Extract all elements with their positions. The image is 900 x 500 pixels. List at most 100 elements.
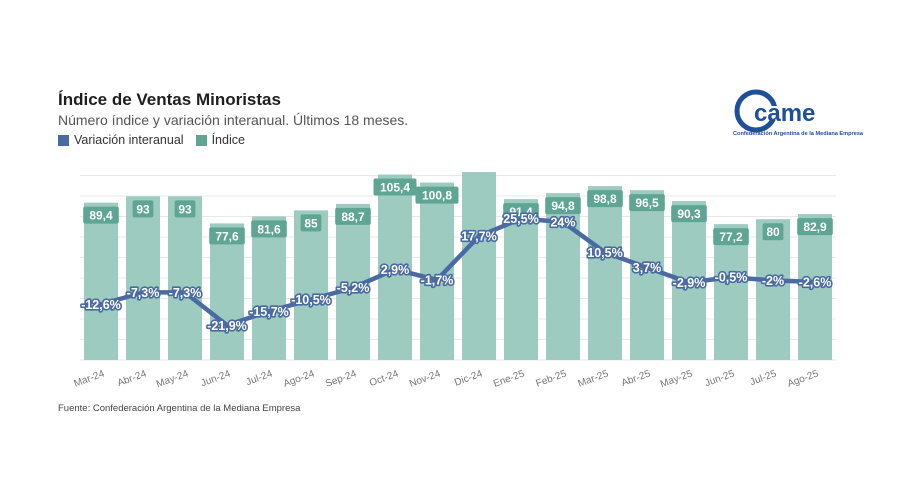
chart-title: Índice de Ventas Minoristas — [58, 90, 281, 109]
bar-value-label: 105,4 — [380, 180, 410, 194]
line-point — [182, 289, 188, 295]
line-value-label: -12,6% — [81, 298, 121, 312]
line-point — [686, 280, 692, 286]
bar-value-label: 93 — [178, 202, 192, 216]
line-value-label: 10,5% — [587, 246, 622, 260]
logo-wordmark: came — [754, 100, 815, 127]
legend-label-line: Variación interanual — [74, 133, 184, 147]
x-tick-label: Jun-24 — [200, 368, 233, 389]
bar-label-bg — [83, 206, 119, 224]
x-tick-label: Ene-25 — [492, 368, 526, 390]
bar-label-bg — [671, 205, 707, 223]
came-logo: came — [734, 89, 828, 133]
line-value-label: -0,5% — [715, 271, 748, 285]
x-tick-label: May-25 — [659, 368, 695, 390]
x-tick-label: Mar-25 — [576, 368, 610, 389]
bar-value-label: 88,7 — [341, 210, 365, 224]
bar-label-bg — [300, 214, 322, 232]
line-value-label: -15,7% — [249, 305, 289, 319]
legend-swatch-line — [58, 134, 69, 146]
bar-value-label: 85 — [304, 216, 318, 230]
bar — [294, 210, 328, 360]
line-point — [392, 266, 398, 272]
bar-label-bg — [587, 190, 623, 208]
line-value-label: 17,7% — [461, 230, 496, 244]
bar-label-bg — [415, 186, 459, 204]
bar-label-bg — [545, 197, 581, 215]
line-value-label: -1,7% — [421, 273, 454, 287]
bar-label-bg — [132, 200, 154, 218]
line-point — [770, 278, 776, 283]
x-tick-label: May-24 — [155, 368, 191, 390]
legend-item-bar: Índice — [195, 133, 245, 147]
x-tick-label: Nov-24 — [408, 368, 442, 390]
bar — [462, 172, 496, 360]
line-value-label: -2,9% — [673, 276, 706, 290]
bar — [210, 223, 244, 360]
line-value-label: 25,5% — [503, 212, 538, 226]
bar-label-bg — [797, 218, 833, 236]
bar-label-bg — [251, 220, 287, 238]
bar — [420, 182, 454, 360]
bar-label-bg — [209, 227, 245, 245]
line-value-label: -2,6% — [799, 275, 832, 289]
line-value-label: 24% — [550, 216, 575, 230]
bar-label-bg — [713, 228, 749, 246]
bar-value-label: 96,5 — [635, 196, 659, 210]
bar-value-label: 81,6 — [257, 222, 281, 236]
bar-label-bg — [503, 203, 539, 221]
x-tick-label: Abr-24 — [116, 368, 148, 389]
bar-value-label: 77,6 — [215, 229, 239, 243]
bar-label-bg — [629, 194, 665, 212]
bar-label-bg — [174, 200, 196, 218]
bar-value-label: 91,4 — [509, 205, 533, 219]
bar-label-bg — [762, 223, 784, 241]
bar — [714, 224, 748, 360]
line-value-label: -10,5% — [291, 293, 331, 307]
line-point — [308, 297, 314, 303]
bar-value-label: 94,8 — [551, 199, 575, 213]
x-tick-label: Sep-24 — [324, 368, 358, 390]
bar-value-label: 80 — [766, 225, 780, 239]
legend-label-bar: Índice — [211, 133, 245, 147]
bar — [168, 196, 202, 360]
bar — [504, 199, 538, 360]
bar-value-label: 100,8 — [422, 189, 452, 203]
x-tick-label: Dic-24 — [453, 368, 484, 388]
bar — [798, 214, 832, 360]
x-tick-label: Ago-24 — [282, 368, 316, 390]
bar-value-label: 93 — [136, 202, 150, 216]
x-tick-label: Mar-24 — [72, 368, 106, 389]
line-value-label: -7,3% — [169, 286, 202, 300]
line-value-label: -5,2% — [337, 281, 370, 295]
bar-value-label: 90,3 — [677, 207, 701, 221]
line-value-label: -2% — [762, 274, 784, 288]
line-point — [140, 289, 146, 295]
x-tick-label: Ago-25 — [786, 368, 820, 390]
bar — [756, 219, 790, 360]
chart-source: Fuente: Confederación Argentina de la Me… — [58, 403, 301, 414]
line-point — [476, 233, 482, 239]
line-point — [644, 265, 650, 271]
line-point — [602, 249, 608, 255]
line-value-label: 3,7% — [633, 261, 662, 275]
bar-value-label: 98,8 — [593, 192, 617, 206]
bar-value-label: 89,4 — [89, 209, 113, 223]
x-tick-label: Jun-25 — [704, 368, 737, 389]
bar — [630, 190, 664, 360]
x-tick-label: Oct-24 — [368, 368, 400, 389]
line-series — [98, 216, 818, 328]
x-tick-label: Jul-24 — [245, 368, 275, 388]
line-point — [518, 216, 524, 222]
bar — [252, 216, 286, 360]
line-point — [560, 219, 566, 225]
legend-swatch-bar — [195, 134, 207, 146]
legend: Variación interanual Índice — [58, 133, 257, 147]
line-point — [98, 301, 104, 307]
legend-item-line: Variación interanual — [58, 133, 184, 147]
line-point — [728, 274, 734, 280]
logo-org-name: Confederación Argentina de la Mediana Em… — [733, 131, 864, 137]
chart-subtitle: Número índice y variación interanual. Úl… — [58, 112, 409, 128]
bar-value-label: 82,9 — [803, 220, 827, 234]
